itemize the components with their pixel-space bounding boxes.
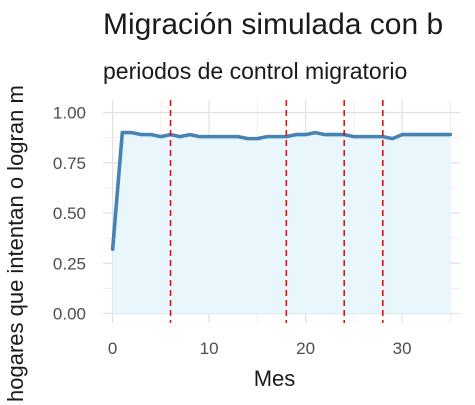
y-tick-label: 0.75 <box>53 154 86 173</box>
x-tick-label: 0 <box>108 339 117 358</box>
x-tick-labels: 0 10 20 30 <box>108 339 412 358</box>
x-tick-label: 30 <box>393 339 412 358</box>
chart-subtitle: periodos de control migratorio <box>103 58 408 84</box>
x-tick-label: 20 <box>296 339 315 358</box>
line-layer <box>110 130 453 251</box>
vline-layer <box>169 100 384 323</box>
x-axis-label: Mes <box>254 366 296 391</box>
series-area <box>112 132 451 314</box>
chart-title: Migración simulada con b <box>103 8 444 41</box>
series-line <box>110 130 453 251</box>
y-tick-label: 0.25 <box>53 254 86 273</box>
y-tick-labels: 0.00 0.25 0.50 0.75 1.00 <box>53 104 86 324</box>
y-tick-label: 1.00 <box>53 104 86 123</box>
y-tick-label: 0.00 <box>53 305 86 324</box>
y-tick-label: 0.50 <box>53 204 86 223</box>
x-tick-label: 10 <box>200 339 219 358</box>
area-layer <box>112 132 451 314</box>
